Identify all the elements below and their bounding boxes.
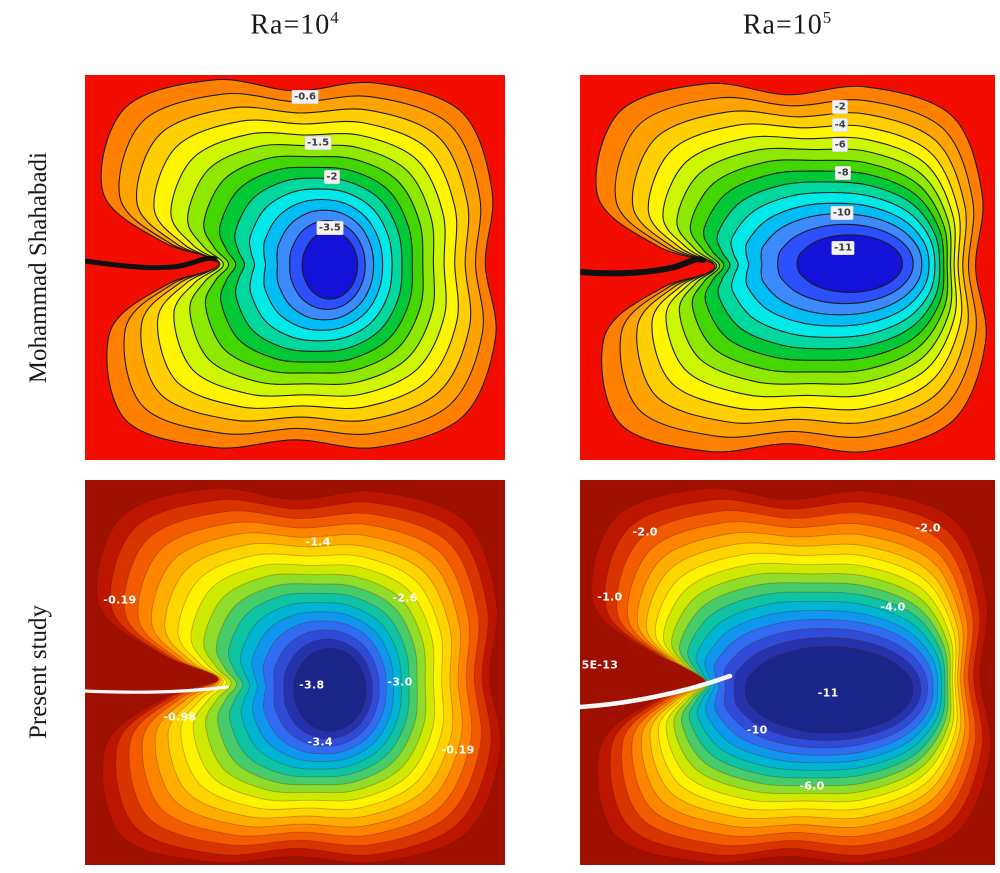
contour-value-label: -10	[746, 723, 768, 737]
row-header-present-study-text: Present study	[25, 605, 52, 740]
column-header-ra5-exponent: 5	[822, 8, 833, 27]
contour-value-label: -2	[832, 100, 848, 114]
column-header-ra4-exponent: 4	[330, 8, 340, 27]
contour-value-label: -6	[832, 138, 848, 152]
contour-value-label: -2.0	[632, 525, 658, 539]
contour-plot-canvas	[580, 480, 995, 865]
contour-value-label: -0.6	[292, 90, 319, 104]
contour-value-label: -11	[832, 241, 855, 255]
contour-value-label: -2.6	[392, 591, 418, 605]
contour-value-label: -3.5	[316, 221, 343, 235]
column-header-ra4: Ra=104	[85, 8, 505, 50]
contour-panel-present-ra5: -2.0 -2.0 -1.0 -4.0 5E-13 -11 -10 -6.0	[580, 480, 995, 865]
contour-band	[293, 647, 367, 732]
contour-value-label: -4	[832, 118, 848, 132]
contour-value-label: -2.0	[915, 521, 941, 535]
fin-baffle	[580, 673, 733, 710]
contour-plot-canvas	[85, 75, 505, 460]
contour-panel-present-ra4: -1.4 -0.19 -2.6 -3.8 -3.0 -0.98 -3.4 -0.19	[85, 480, 505, 865]
contour-value-label: -10	[830, 206, 853, 220]
column-header-ra5: Ra=105	[580, 8, 995, 50]
contour-value-label: -3.4	[307, 735, 333, 749]
contour-value-label: -11	[817, 686, 839, 700]
contour-value-label: -3.0	[387, 675, 413, 689]
fin-baffle	[580, 256, 706, 277]
contour-value-label: -1.0	[597, 590, 623, 604]
contour-value-label: -0.19	[441, 743, 475, 757]
contour-value-label: 5E-13	[581, 658, 619, 672]
contour-panel-shahabadi-ra5: -2 -4 -6 -8 -10 -11	[580, 75, 995, 460]
contour-value-label: -0.19	[103, 593, 137, 607]
fin-baffle	[85, 255, 218, 271]
contour-plot-canvas	[580, 75, 995, 460]
contour-value-label: -1.5	[305, 136, 332, 150]
fin-baffle	[85, 685, 229, 694]
contour-band	[744, 646, 914, 734]
contour-value-label: -8	[835, 166, 851, 180]
contour-band	[301, 230, 359, 300]
row-header-present-study: Present study	[0, 480, 78, 865]
contour-value-label: -3.8	[299, 678, 325, 692]
contour-value-label: -0.98	[163, 710, 197, 724]
contour-value-label: -2	[324, 170, 340, 184]
column-header-ra4-text: Ra=10	[250, 9, 331, 41]
contour-value-label: -4.0	[880, 600, 906, 614]
contour-value-label: -1.4	[305, 535, 331, 549]
row-header-shahabadi-text: Mohammad Shahabadi	[25, 151, 52, 384]
row-header-shahabadi: Mohammad Shahabadi	[0, 75, 78, 460]
contour-value-label: -6.0	[799, 779, 825, 793]
contour-plot-canvas	[85, 480, 505, 865]
contour-panel-shahabadi-ra4: -0.6 -1.5 -2 -3.5	[85, 75, 505, 460]
contour-band	[796, 234, 904, 293]
column-header-ra5-text: Ra=10	[742, 9, 823, 41]
